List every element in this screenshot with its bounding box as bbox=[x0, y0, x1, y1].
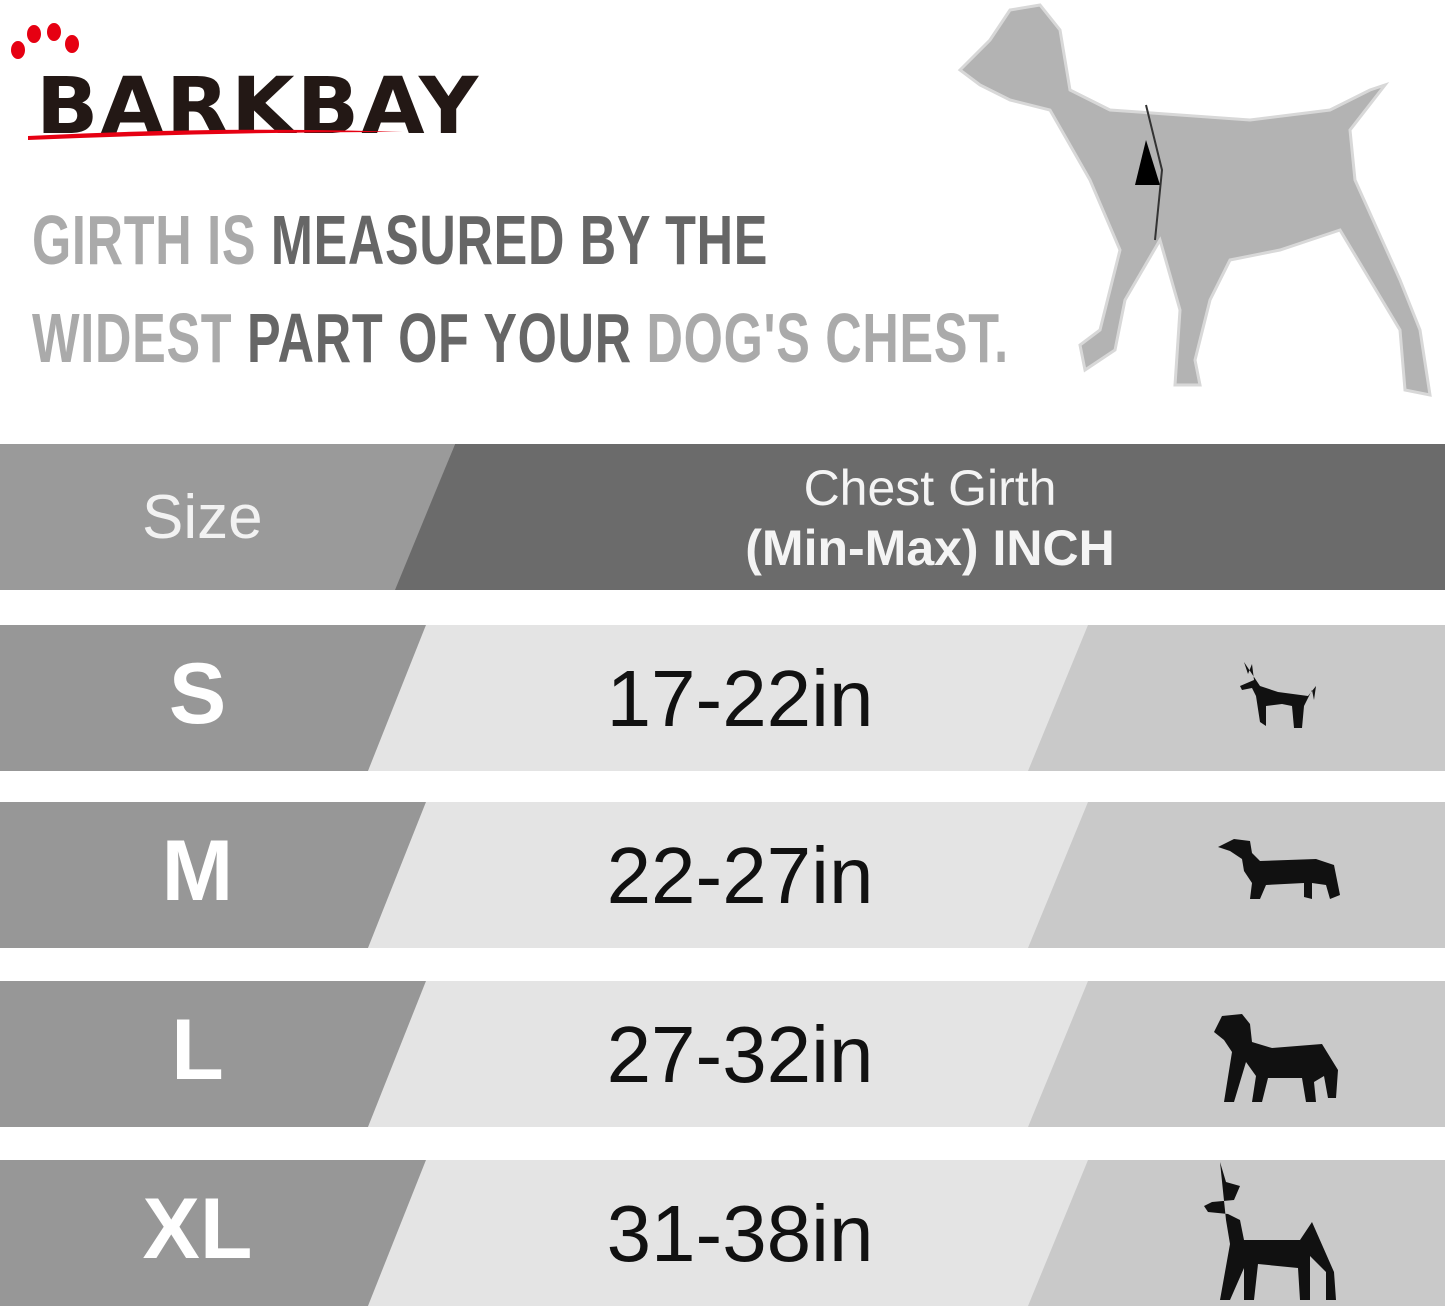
headline-segment: PART OF YOUR bbox=[247, 299, 647, 377]
size-row-xl: XL 31-38in bbox=[0, 1160, 1445, 1306]
headline-segment: WIDEST bbox=[32, 299, 248, 377]
headline-segment: GIRTH IS bbox=[32, 201, 271, 279]
size-row-l: L 27-32in bbox=[0, 981, 1445, 1127]
size-row-m: M 22-27in bbox=[0, 802, 1445, 948]
paw-icon bbox=[11, 23, 79, 59]
dachshund-icon bbox=[1216, 835, 1341, 910]
size-cell bbox=[0, 981, 426, 1127]
girth-range: 17-22in bbox=[606, 654, 874, 743]
header-girth-label: Chest Girth (Min-Max) INCH bbox=[700, 458, 1160, 578]
girth-cell bbox=[368, 981, 1088, 1127]
girth-cell bbox=[368, 1160, 1088, 1306]
size-cell bbox=[0, 802, 426, 948]
size-label: L bbox=[171, 1002, 224, 1098]
header-girth-cell bbox=[395, 444, 1445, 590]
girth-range: 22-27in bbox=[606, 831, 874, 920]
size-label: M bbox=[161, 823, 234, 919]
headline-segment: MEASURED BY THE bbox=[270, 201, 769, 279]
size-row-s: S 17-22in bbox=[0, 625, 1445, 771]
size-label: S bbox=[168, 646, 227, 742]
header-size-label: Size bbox=[142, 483, 263, 552]
headline-segment: DOG'S CHEST. bbox=[646, 299, 1009, 377]
girth-range: 27-32in bbox=[606, 1010, 874, 1099]
girth-line-2: (Min-Max) INCH bbox=[745, 520, 1115, 576]
girth-cell bbox=[368, 802, 1088, 948]
girth-range: 31-38in bbox=[606, 1189, 874, 1278]
measured-dog-illustration bbox=[957, 3, 1432, 397]
table-header: Size Chest Girth (Min-Max) INCH bbox=[0, 444, 1445, 590]
logo-underline bbox=[28, 129, 403, 140]
dog-cell bbox=[1027, 802, 1445, 948]
dog-cell bbox=[1027, 625, 1445, 771]
header-size-cell bbox=[0, 444, 455, 590]
size-label: XL bbox=[142, 1181, 253, 1277]
girth-cell bbox=[368, 625, 1088, 771]
great-dane-icon bbox=[1200, 1160, 1340, 1310]
logo-text: BARKBAY bbox=[36, 62, 481, 152]
girth-line-1: Chest Girth bbox=[803, 460, 1057, 516]
headline-line-2: WIDEST PART OF YOUR DOG'S CHEST. bbox=[32, 298, 1009, 378]
labrador-icon bbox=[1212, 1012, 1342, 1109]
size-cell bbox=[0, 625, 426, 771]
brand-logo: BARKBAY bbox=[10, 20, 478, 152]
chihuahua-icon bbox=[1238, 660, 1318, 740]
size-cell bbox=[0, 1160, 426, 1306]
headline-line-1: GIRTH IS MEASURED BY THE bbox=[32, 200, 768, 280]
